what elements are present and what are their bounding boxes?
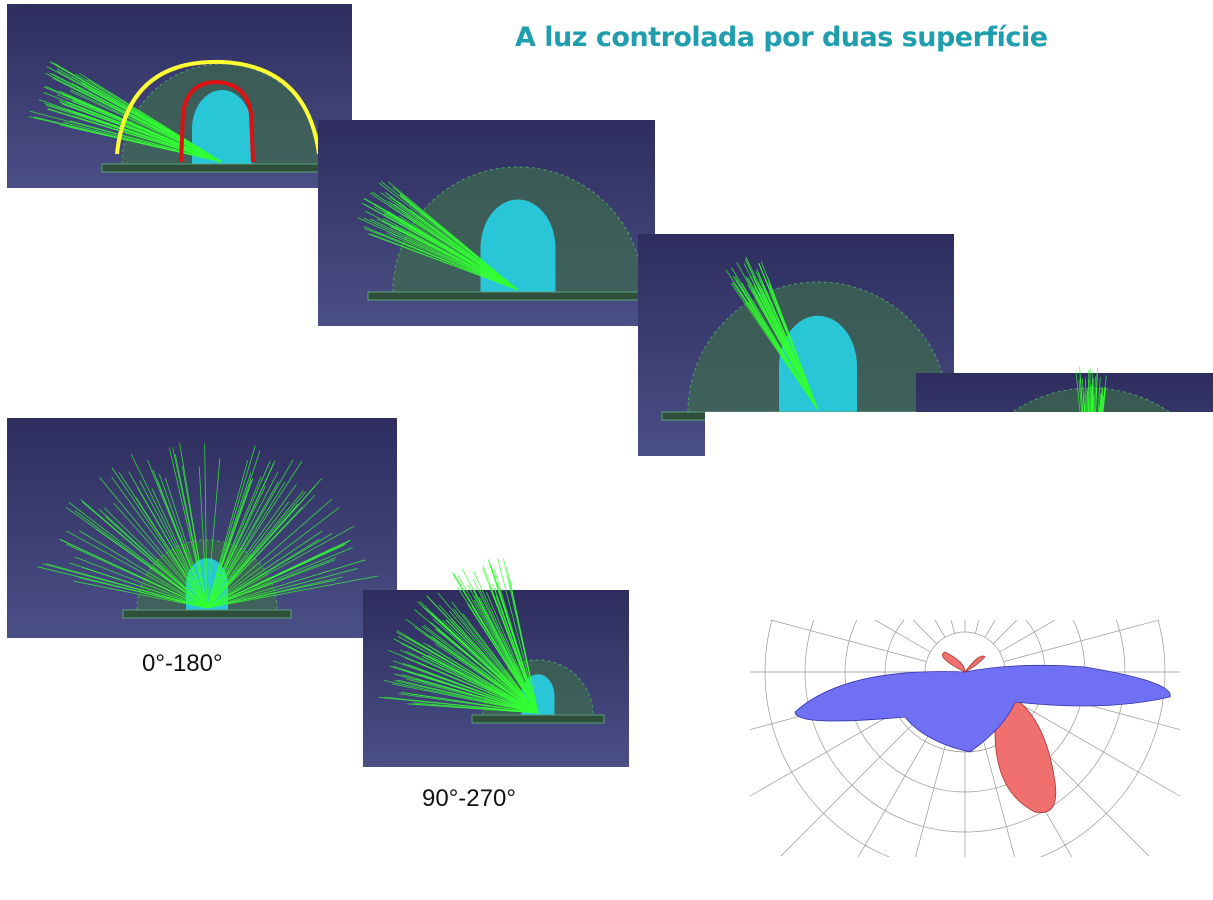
render-panel [318,120,668,326]
plot-mask [1180,612,1213,900]
base [472,715,604,723]
lobe-top [943,652,986,672]
caption: 90°-270° [422,785,516,813]
render-panel [7,4,352,188]
caption: 0°-180° [142,650,223,678]
base [123,610,291,618]
render-panel [7,418,397,638]
plot-mask [705,412,1213,620]
illustrations [0,0,1213,900]
base [368,292,668,300]
lobe-blue [795,665,1170,752]
render-panel [363,558,629,767]
plot-mask [705,612,750,900]
polar-plot [705,412,1213,900]
base [102,164,342,172]
slide-title: A luz controlada por duas superfície [515,22,1048,53]
slide: {"title": "A luz controlada por duas sup… [0,0,1213,900]
plot-mask [735,857,1195,900]
